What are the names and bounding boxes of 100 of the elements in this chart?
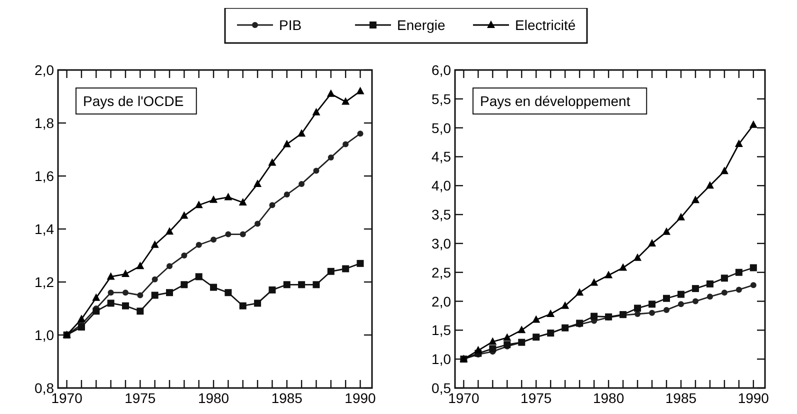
point	[121, 270, 130, 278]
point	[488, 337, 497, 345]
x-tick-label: 1980	[592, 390, 624, 406]
point	[166, 263, 173, 270]
y-tick-label: 2,5	[432, 264, 452, 280]
point	[634, 253, 642, 261]
point	[312, 108, 320, 116]
point	[489, 345, 496, 352]
point	[518, 326, 526, 334]
point	[151, 292, 158, 299]
point	[92, 308, 100, 315]
x-tick-label: 1975	[520, 390, 552, 406]
point	[225, 231, 232, 238]
point	[735, 268, 742, 276]
point	[282, 140, 291, 148]
y-tick-label: 1,8	[34, 115, 54, 131]
legend-label: Electricité	[515, 17, 576, 33]
point	[106, 272, 115, 280]
y-tick-label: 1,6	[34, 168, 54, 184]
point	[720, 166, 728, 174]
y-tick-label: 3,0	[432, 235, 452, 252]
point	[254, 300, 262, 307]
point	[503, 333, 512, 341]
point	[313, 168, 320, 174]
point	[77, 314, 86, 322]
point	[328, 154, 334, 160]
y-tick-label: 1,4	[34, 221, 54, 237]
point	[284, 192, 290, 198]
point	[749, 120, 758, 128]
point	[298, 180, 305, 187]
point	[78, 324, 85, 331]
point	[676, 212, 685, 220]
point	[342, 265, 350, 272]
point	[576, 288, 584, 296]
point	[619, 263, 628, 271]
point	[152, 276, 158, 282]
point	[706, 280, 714, 288]
point	[720, 274, 728, 282]
point	[137, 292, 144, 298]
point	[532, 315, 540, 323]
point	[108, 290, 114, 296]
point	[150, 240, 159, 248]
point	[194, 200, 203, 208]
y-tick-label: 0,5	[432, 380, 452, 396]
y-tick-label: 0,8	[34, 380, 54, 396]
y-tick-label: 5,5	[432, 90, 452, 107]
point	[734, 140, 743, 148]
point	[224, 289, 232, 296]
point	[196, 242, 202, 248]
x-tick-label: 1990	[344, 390, 376, 406]
point	[136, 262, 144, 270]
y-tick-label: 1,5	[432, 322, 452, 338]
point	[283, 281, 290, 288]
point	[298, 281, 306, 288]
point	[706, 181, 714, 189]
point	[677, 290, 684, 298]
point	[254, 179, 262, 187]
y-tick-label: 2,0	[34, 62, 54, 78]
point	[546, 309, 555, 317]
point	[474, 346, 482, 354]
point	[210, 284, 218, 291]
point	[634, 304, 642, 312]
point	[648, 238, 656, 246]
point	[706, 294, 713, 300]
point	[298, 129, 306, 137]
point	[721, 290, 728, 296]
y-tick-label: 5,0	[432, 120, 452, 136]
point	[181, 252, 188, 258]
point	[590, 278, 598, 286]
y-tick-label: 1,2	[34, 274, 54, 290]
point	[663, 306, 670, 313]
point	[357, 130, 364, 137]
point	[649, 310, 656, 316]
point	[180, 211, 188, 219]
point	[312, 281, 320, 288]
point	[195, 273, 202, 280]
point	[342, 141, 349, 148]
point	[107, 300, 114, 307]
point	[561, 301, 570, 309]
point	[691, 196, 700, 204]
point	[750, 264, 757, 272]
y-tick-label: 1,0	[432, 351, 452, 368]
point	[692, 285, 699, 292]
point	[750, 282, 756, 288]
point	[326, 89, 335, 97]
point	[692, 298, 698, 304]
y-tick-label: 4,5	[432, 148, 452, 165]
point	[122, 290, 128, 296]
point	[356, 86, 364, 94]
text: Pays de l'OCDE	[83, 93, 184, 109]
point	[238, 198, 247, 206]
point	[240, 231, 246, 238]
point	[662, 227, 670, 235]
y-tick-label: 6,0	[432, 62, 452, 78]
point	[180, 281, 188, 288]
y-tick-label: 3,5	[432, 206, 452, 223]
x-tick-label: 1985	[271, 390, 303, 406]
y-tick-label: 4,0	[432, 178, 452, 194]
x-tick-label: 1985	[665, 390, 697, 406]
point	[210, 236, 217, 243]
